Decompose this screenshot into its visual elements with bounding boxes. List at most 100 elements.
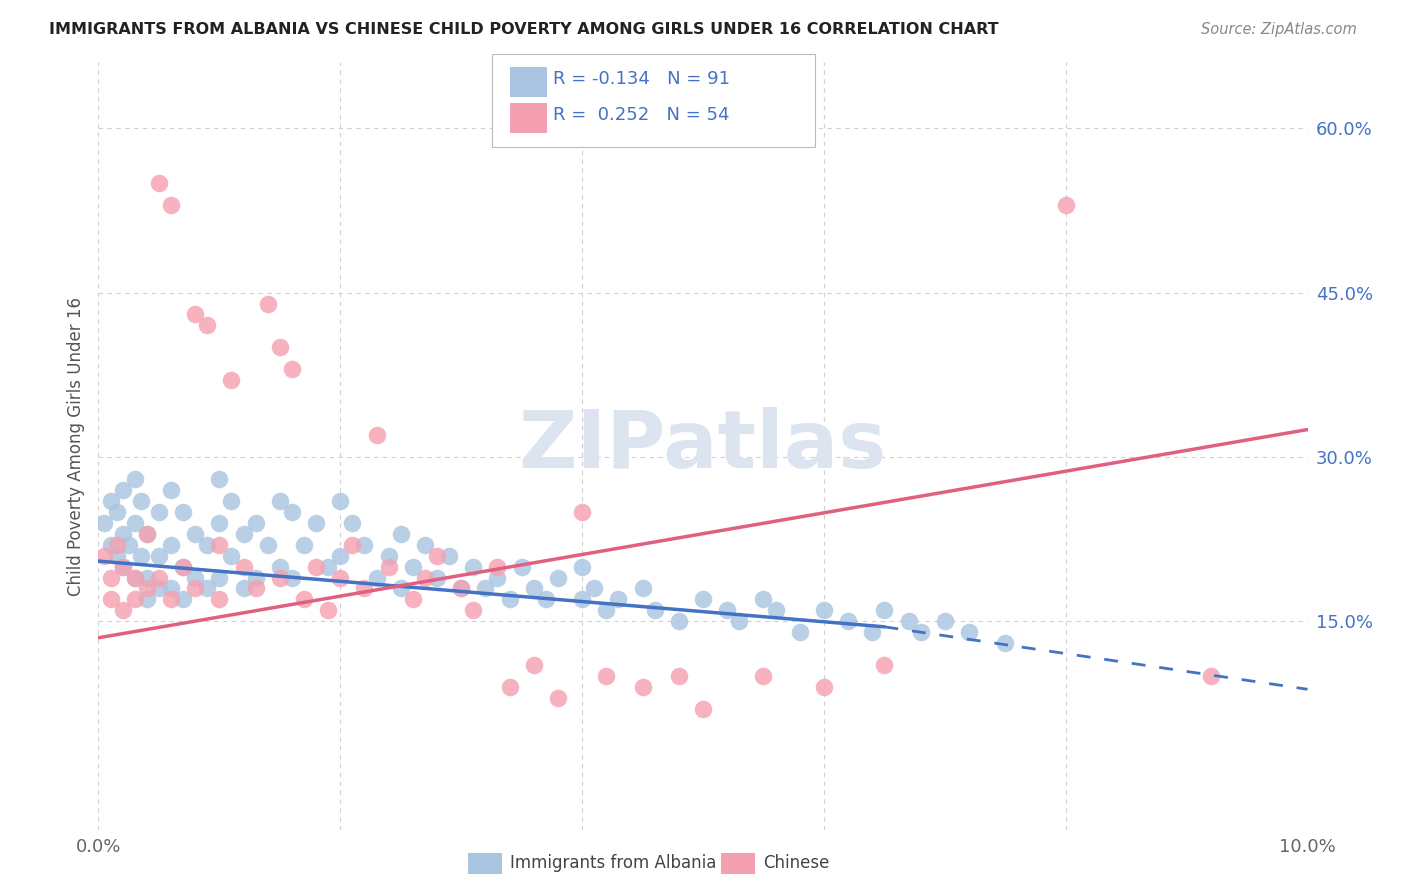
Point: [148, 176, 170, 190]
Point: [269, 340, 291, 354]
Point: [305, 516, 328, 530]
Text: IMMIGRANTS FROM ALBANIA VS CHINESE CHILD POVERTY AMONG GIRLS UNDER 16 CORRELATIO: IMMIGRANTS FROM ALBANIA VS CHINESE CHILD…: [49, 22, 998, 37]
Point: [426, 549, 449, 563]
Point: [426, 570, 449, 584]
Point: [105, 505, 128, 519]
Point: [329, 493, 352, 508]
Point: [232, 526, 254, 541]
Point: [389, 526, 412, 541]
Point: [692, 592, 714, 607]
Point: [105, 549, 128, 563]
Point: [184, 582, 207, 596]
Point: [172, 559, 194, 574]
Point: [221, 373, 243, 387]
Point: [716, 603, 738, 617]
Point: [93, 549, 115, 563]
Point: [486, 570, 509, 584]
Point: [873, 603, 896, 617]
Point: [160, 538, 183, 552]
Point: [184, 570, 207, 584]
Point: [269, 493, 291, 508]
Point: [160, 592, 183, 607]
Point: [353, 538, 375, 552]
Point: [256, 538, 278, 552]
Point: [728, 615, 751, 629]
Point: [402, 559, 425, 574]
Point: [813, 603, 835, 617]
Point: [172, 505, 194, 519]
Text: R =  0.252   N = 54: R = 0.252 N = 54: [553, 106, 730, 124]
Text: Source: ZipAtlas.com: Source: ZipAtlas.com: [1201, 22, 1357, 37]
Point: [523, 658, 546, 673]
Point: [292, 592, 315, 607]
Text: ZIPatlas: ZIPatlas: [519, 407, 887, 485]
Point: [377, 559, 399, 574]
Point: [245, 570, 267, 584]
Point: [245, 516, 267, 530]
Point: [269, 570, 291, 584]
Point: [668, 669, 690, 683]
Point: [534, 592, 557, 607]
Point: [292, 538, 315, 552]
Point: [172, 592, 194, 607]
Point: [897, 615, 920, 629]
Point: [474, 582, 496, 596]
Point: [100, 493, 122, 508]
Point: [184, 308, 207, 322]
Point: [111, 526, 134, 541]
Point: [221, 549, 243, 563]
Point: [486, 559, 509, 574]
Point: [184, 526, 207, 541]
Point: [135, 526, 157, 541]
Point: [366, 428, 388, 442]
Point: [583, 582, 606, 596]
Point: [463, 603, 485, 617]
Point: [135, 592, 157, 607]
Point: [124, 472, 146, 486]
Point: [208, 538, 231, 552]
Point: [631, 582, 654, 596]
Point: [305, 559, 328, 574]
Point: [124, 570, 146, 584]
Point: [135, 582, 157, 596]
Y-axis label: Child Poverty Among Girls Under 16: Child Poverty Among Girls Under 16: [66, 296, 84, 596]
Point: [547, 570, 569, 584]
Point: [208, 570, 231, 584]
Point: [256, 296, 278, 310]
Point: [316, 559, 339, 574]
Point: [402, 592, 425, 607]
Point: [523, 582, 546, 596]
Point: [195, 538, 218, 552]
Point: [366, 570, 388, 584]
Point: [463, 559, 485, 574]
Point: [160, 198, 183, 212]
Point: [281, 505, 304, 519]
Point: [232, 559, 254, 574]
Point: [1054, 198, 1077, 212]
Point: [595, 669, 617, 683]
Text: R = -0.134   N = 91: R = -0.134 N = 91: [553, 70, 730, 88]
Point: [510, 559, 533, 574]
Point: [353, 582, 375, 596]
Point: [111, 483, 134, 497]
Point: [160, 483, 183, 497]
Point: [329, 570, 352, 584]
Point: [269, 559, 291, 574]
Point: [208, 592, 231, 607]
Point: [860, 625, 883, 640]
Point: [100, 592, 122, 607]
Point: [232, 582, 254, 596]
Point: [934, 615, 956, 629]
Point: [316, 603, 339, 617]
Point: [498, 592, 520, 607]
Point: [195, 582, 218, 596]
Point: [129, 493, 152, 508]
Point: [631, 680, 654, 694]
Point: [342, 538, 364, 552]
Point: [377, 549, 399, 563]
Point: [148, 582, 170, 596]
Point: [281, 570, 304, 584]
Point: [547, 691, 569, 706]
Point: [873, 658, 896, 673]
Point: [1199, 669, 1222, 683]
